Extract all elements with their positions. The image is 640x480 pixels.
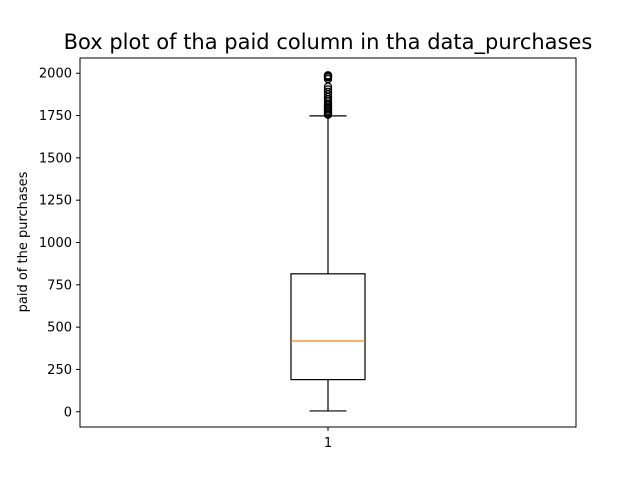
y-tick-label: 2000 [39,67,72,82]
y-tick-label: 750 [47,278,72,293]
chart-title: Box plot of tha paid column in tha data_… [64,30,593,55]
y-axis-label: paid of the purchases [16,171,31,312]
x-tick-label: 1 [324,436,332,451]
y-tick-label: 0 [64,405,72,420]
y-tick-label: 1000 [39,236,72,251]
y-tick-label: 500 [47,321,72,336]
outlier-point [323,85,333,94]
plot-area: 0 250 500 750 1000 1250 1500 1750 2000 1 [39,57,577,451]
outlier-point [323,71,333,80]
y-tick-label: 1500 [39,151,72,166]
y-tick-label: 1250 [39,194,72,209]
y-tick-label: 250 [47,363,72,378]
box-iqr [290,273,366,381]
y-tick-label: 1750 [39,109,72,124]
outlier-point [323,87,333,97]
